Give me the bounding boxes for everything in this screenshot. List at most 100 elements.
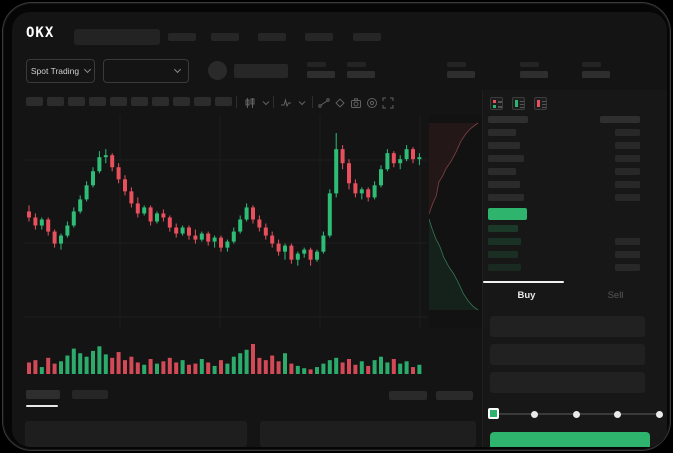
order-total-input[interactable] [490, 372, 645, 393]
toolbar-divider [236, 96, 237, 108]
ask-price-bar[interactable] [488, 155, 524, 162]
slider-stop[interactable] [531, 410, 538, 418]
depth-panel-bg [429, 115, 482, 328]
timeframe-button[interactable] [131, 97, 148, 106]
chevron-down-icon [173, 65, 182, 74]
slider-stop[interactable] [572, 410, 580, 418]
search-input[interactable] [74, 29, 160, 45]
bid-amount-bar [615, 238, 640, 245]
toolbar-divider [273, 96, 274, 108]
bottom-panel-right [260, 421, 476, 447]
buy-submit-button[interactable] [490, 432, 650, 447]
okx-logo[interactable]: OKX [26, 25, 55, 41]
ask-price-bar[interactable] [488, 168, 516, 175]
app-window: OKX Spot Trading [12, 12, 667, 447]
market-type-label: Spot Trading [30, 66, 80, 76]
settings-icon[interactable] [366, 96, 378, 108]
ticker-stat [447, 62, 475, 78]
nav-item-placeholder[interactable] [258, 33, 286, 41]
pair-selector-dropdown[interactable] [103, 59, 189, 83]
market-type-selector[interactable]: Spot Trading [26, 59, 95, 83]
stat-value-placeholder [447, 71, 475, 78]
ask-price-bar[interactable] [488, 142, 520, 149]
depth-chart [429, 122, 479, 311]
compare-icon[interactable] [334, 96, 346, 108]
bottom-action-button[interactable] [436, 391, 473, 400]
bottom-tab-active[interactable] [26, 390, 60, 399]
pair-name-placeholder [234, 64, 288, 78]
ask-amount-bar [615, 142, 640, 149]
order-price-input[interactable] [490, 316, 645, 337]
ticker-stat [582, 62, 610, 78]
panel-divider [482, 90, 483, 447]
bid-price-bar[interactable] [488, 251, 518, 258]
stat-value-placeholder [582, 71, 610, 78]
orderbook-col-price-header [488, 116, 528, 123]
chevron-down-icon[interactable] [260, 96, 272, 108]
timeframe-button[interactable] [26, 97, 43, 106]
ask-amount-bar [615, 168, 640, 175]
ticker-stat [347, 62, 375, 78]
coin-avatar[interactable] [208, 61, 227, 80]
ask-price-bar[interactable] [488, 181, 520, 188]
candlestick-chart[interactable] [24, 115, 427, 328]
bottom-action-button[interactable] [389, 391, 427, 400]
stat-label-placeholder [520, 62, 539, 67]
ask-price-bar[interactable] [488, 129, 516, 136]
stat-label-placeholder [307, 62, 326, 67]
bid-amount-bar [615, 251, 640, 258]
ask-amount-bar [615, 194, 640, 201]
ask-amount-bar [615, 155, 640, 162]
nav-item-placeholder[interactable] [168, 33, 196, 41]
ticker-stat [307, 62, 335, 78]
ticker-stat [520, 62, 548, 78]
timeframe-button[interactable] [152, 97, 169, 106]
slider-stop[interactable] [614, 410, 621, 418]
chevron-down-icon[interactable] [296, 96, 308, 108]
bid-price-bar[interactable] [488, 264, 521, 271]
order-amount-input[interactable] [490, 344, 645, 365]
timeframe-button[interactable] [215, 97, 232, 106]
camera-icon[interactable] [350, 96, 362, 108]
timeframe-button[interactable] [110, 97, 127, 106]
bottom-tab[interactable] [72, 390, 108, 399]
timeframe-button[interactable] [173, 97, 190, 106]
bid-price-bar[interactable] [488, 238, 521, 245]
nav-item-placeholder[interactable] [305, 33, 333, 41]
line-tool-icon[interactable] [318, 96, 330, 108]
stat-label-placeholder [347, 62, 366, 67]
bid-price-bar[interactable] [488, 225, 518, 232]
timeframe-button[interactable] [89, 97, 106, 106]
book-combined-icon[interactable] [490, 97, 503, 110]
timeframe-button[interactable] [194, 97, 211, 106]
nav-item-placeholder[interactable] [353, 33, 381, 41]
nav-item-placeholder[interactable] [211, 33, 239, 41]
orderbook-col-amount-header [600, 116, 640, 123]
book-bids-icon[interactable] [512, 97, 525, 110]
stat-label-placeholder [582, 62, 601, 67]
toolbar-divider [312, 96, 313, 108]
tab-buy[interactable]: Buy [517, 289, 536, 301]
indicators-icon[interactable] [280, 96, 292, 108]
stat-label-placeholder [447, 62, 466, 67]
timeframe-button[interactable] [68, 97, 85, 106]
stat-value-placeholder [520, 71, 548, 78]
buy-tab-indicator [483, 281, 564, 283]
ask-price-bar[interactable] [488, 194, 524, 201]
slider-stop[interactable] [655, 410, 663, 418]
orderbook-last-price[interactable] [488, 208, 527, 220]
ask-amount-bar [615, 181, 640, 188]
bid-amount-bar [615, 264, 640, 271]
tab-sell[interactable]: Sell [607, 289, 624, 301]
slider-handle[interactable] [488, 408, 499, 419]
fullscreen-icon[interactable] [382, 96, 394, 109]
volume-chart[interactable] [24, 340, 427, 374]
book-asks-icon[interactable] [534, 97, 547, 110]
bottom-tab-indicator [26, 405, 58, 407]
stat-value-placeholder [347, 71, 375, 78]
candle-style-icon[interactable] [244, 96, 256, 108]
timeframe-button[interactable] [47, 97, 64, 106]
chevron-down-icon [84, 65, 92, 74]
